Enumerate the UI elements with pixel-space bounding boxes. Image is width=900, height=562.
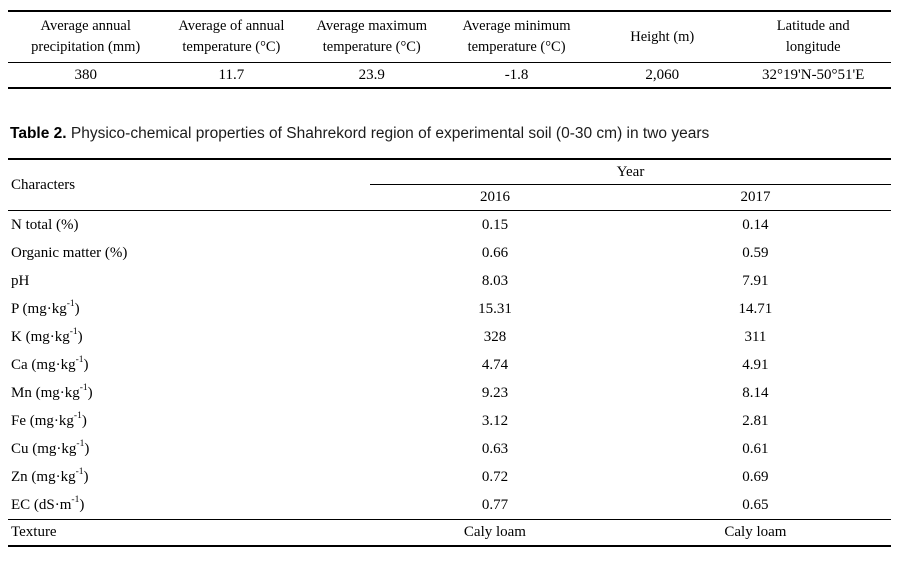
header-line: Average annual bbox=[40, 18, 131, 34]
characters-header: Characters bbox=[11, 176, 76, 193]
value-2017: 0.14 bbox=[742, 216, 769, 233]
climate-col-header-height: Height (m) bbox=[589, 12, 736, 62]
climate-col-header-lat-long: Latitude and longitude bbox=[736, 12, 891, 62]
value-2016: 0.63 bbox=[481, 440, 509, 457]
value-2016: 3.12 bbox=[481, 412, 509, 429]
table-row-fe: Fe (mg·kg-1) 3.12 2.81 bbox=[8, 407, 891, 435]
climate-col-header-precipitation: Average annual precipitation (mm) bbox=[8, 12, 163, 62]
climate-table: Average annual precipitation (mm) Averag… bbox=[8, 10, 891, 89]
row-label: Fe (mg·kg-1) bbox=[11, 410, 87, 429]
table-row-ca: Ca (mg·kg-1) 4.74 4.91 bbox=[8, 351, 891, 379]
table-row-n-total: N total (%) 0.15 0.14 bbox=[8, 211, 891, 239]
value-2017: 0.59 bbox=[742, 244, 769, 261]
row-label: Texture bbox=[11, 523, 57, 540]
value-2017: 7.91 bbox=[742, 272, 769, 289]
climate-value-precipitation: 380 bbox=[74, 66, 97, 83]
year-subheaders: 2016 2017 bbox=[370, 185, 891, 210]
value-2017: 0.65 bbox=[742, 496, 769, 513]
value-2017: Caly loam bbox=[724, 523, 787, 540]
soil-properties-table: Characters Year 2016 2017 N total (%) 0.… bbox=[8, 158, 891, 547]
table-row-ec: EC (dS·m-1) 0.77 0.65 bbox=[8, 491, 891, 519]
header-line: temperature (°C) bbox=[467, 39, 566, 55]
climate-col-header-avg-temperature: Average of annual temperature (°C) bbox=[163, 12, 299, 62]
row-label: pH bbox=[11, 272, 30, 289]
header-line: Latitude and bbox=[776, 18, 850, 34]
climate-value-avg-temperature: 11.7 bbox=[218, 66, 245, 83]
value-2016: 328 bbox=[483, 328, 507, 345]
row-label: K (mg·kg-1) bbox=[11, 326, 83, 345]
value-2016: Caly loam bbox=[463, 523, 526, 540]
year-2017-header: 2017 bbox=[740, 188, 771, 205]
value-2017: 0.69 bbox=[742, 468, 769, 485]
table-row-zn: Zn (mg·kg-1) 0.72 0.69 bbox=[8, 463, 891, 491]
climate-table-header-row: Average annual precipitation (mm) Averag… bbox=[8, 12, 891, 63]
value-2016: 0.72 bbox=[481, 468, 509, 485]
value-2017: 8.14 bbox=[742, 384, 769, 401]
value-2017: 14.71 bbox=[738, 300, 773, 317]
row-label: Ca (mg·kg-1) bbox=[11, 354, 89, 373]
value-2016: 0.66 bbox=[481, 244, 509, 261]
table-row-cu: Cu (mg·kg-1) 0.63 0.61 bbox=[8, 435, 891, 463]
table-row-organic-matter: Organic matter (%) 0.66 0.59 bbox=[8, 239, 891, 267]
value-2017: 311 bbox=[744, 328, 767, 345]
value-2016: 0.15 bbox=[481, 216, 509, 233]
climate-table-data-row: 380 11.7 23.9 -1.8 2,060 32°19'N-50°51'E bbox=[8, 63, 891, 87]
table2-caption-label: Table 2. bbox=[10, 125, 67, 142]
row-label: EC (dS·m-1) bbox=[11, 494, 85, 513]
header-line: temperature (°C) bbox=[322, 39, 421, 55]
table-row-k: K (mg·kg-1) 328 311 bbox=[8, 323, 891, 351]
climate-value-height: 2,060 bbox=[645, 66, 680, 83]
header-line: Average maximum bbox=[316, 18, 427, 34]
year-header: Year bbox=[370, 160, 891, 185]
climate-value-min-temperature: -1.8 bbox=[504, 66, 529, 83]
year-2016-header: 2016 bbox=[480, 188, 511, 205]
row-label: Cu (mg·kg-1) bbox=[11, 438, 90, 457]
row-label: N total (%) bbox=[11, 216, 79, 233]
value-2016: 15.31 bbox=[478, 300, 512, 317]
value-2016: 9.23 bbox=[481, 384, 509, 401]
row-label: Organic matter (%) bbox=[11, 244, 128, 261]
row-label: Mn (mg·kg-1) bbox=[11, 382, 93, 401]
header-line: Average minimum bbox=[462, 18, 571, 34]
row-label: Zn (mg·kg-1) bbox=[11, 466, 89, 485]
table2-caption: Table 2. Physico-chemical properties of … bbox=[10, 125, 890, 143]
table-row-texture: Texture Caly loam Caly loam bbox=[8, 519, 891, 545]
row-label: P (mg·kg-1) bbox=[11, 298, 80, 317]
header-line: Average of annual bbox=[178, 18, 285, 34]
soil-table-header: Characters Year 2016 2017 bbox=[8, 160, 891, 211]
header-line: Height (m) bbox=[630, 28, 695, 45]
value-2017: 0.61 bbox=[742, 440, 769, 457]
value-2017: 2.81 bbox=[742, 412, 769, 429]
table-row-p: P (mg·kg-1) 15.31 14.71 bbox=[8, 295, 891, 323]
table-row-ph: pH 8.03 7.91 bbox=[8, 267, 891, 295]
year-header-group: Year 2016 2017 bbox=[370, 160, 891, 210]
value-2017: 4.91 bbox=[742, 356, 769, 373]
climate-value-max-temperature: 23.9 bbox=[358, 66, 385, 83]
header-line: precipitation (mm) bbox=[31, 39, 141, 55]
table-row-mn: Mn (mg·kg-1) 9.23 8.14 bbox=[8, 379, 891, 407]
header-line: temperature (°C) bbox=[182, 39, 281, 55]
value-2016: 4.74 bbox=[481, 356, 509, 373]
value-2016: 8.03 bbox=[481, 272, 509, 289]
climate-col-header-max-temperature: Average maximum temperature (°C) bbox=[299, 12, 444, 62]
value-2016: 0.77 bbox=[481, 496, 509, 513]
climate-col-header-min-temperature: Average minimum temperature (°C) bbox=[444, 12, 589, 62]
climate-value-lat-long: 32°19'N-50°51'E bbox=[762, 66, 865, 83]
header-line: longitude bbox=[785, 39, 841, 55]
table2-caption-text: Physico-chemical properties of Shahrekor… bbox=[70, 125, 710, 142]
